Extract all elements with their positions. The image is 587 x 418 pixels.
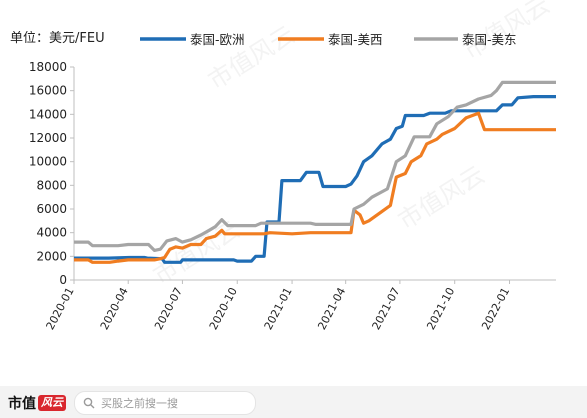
series-group xyxy=(74,80,556,264)
legend: 泰国-欧洲 泰国-美西 泰国-美东 xyxy=(140,32,517,47)
y-tick-label: 10000 xyxy=(29,155,67,169)
y-tick-label: 4000 xyxy=(36,226,67,240)
logo-mark: 风云 xyxy=(38,395,66,411)
chart-card: 市值风云 市值风云 市值风云 市值风云 单位：美元/FEU 泰国-欧洲 泰国-美… xyxy=(0,0,587,386)
x-axis: 2020-01 2020-04 2020-07 2020-10 2021-01 2021-… xyxy=(44,280,512,332)
y-tick-label: 12000 xyxy=(29,131,67,145)
search-placeholder: 买股之前搜一搜 xyxy=(101,397,178,410)
legend-label-thailand-us-west: 泰国-美西 xyxy=(328,32,383,47)
y-tick-label: 0 xyxy=(59,273,67,287)
unit-label: 单位：美元/FEU xyxy=(10,31,105,46)
footer-bar: 市值 风云 买股之前搜一搜 xyxy=(0,386,587,418)
x-tick-label: 2021-01 xyxy=(262,285,295,332)
y-tick-label: 14000 xyxy=(29,107,67,121)
freight-rate-chart: 市值风云 市值风云 市值风云 市值风云 单位：美元/FEU 泰国-欧洲 泰国-美… xyxy=(10,0,556,332)
y-tick-label: 6000 xyxy=(36,202,67,216)
search-icon xyxy=(83,397,95,409)
x-tick-label: 2022-01 xyxy=(479,285,512,332)
legend-label-thailand-us-east: 泰国-美东 xyxy=(462,32,517,47)
y-axis: 0 2000 4000 6000 8000 10000 12000 14000 16000 180… xyxy=(29,60,74,287)
logo-text: 市值 xyxy=(8,396,36,412)
y-tick-label: 2000 xyxy=(36,249,67,263)
y-tick-label: 16000 xyxy=(29,84,67,98)
x-tick-label: 2020-10 xyxy=(207,285,240,332)
series-line-thailand-us-east xyxy=(74,80,556,252)
x-tick-label: 2020-04 xyxy=(98,285,131,332)
x-tick-label: 2020-01 xyxy=(44,285,77,332)
series-line-thailand-us-west xyxy=(74,111,556,264)
series-line-thailand-europe xyxy=(74,95,556,264)
x-tick-label: 2020-07 xyxy=(152,285,185,332)
y-tick-label: 18000 xyxy=(29,60,67,74)
x-tick-label: 2021-10 xyxy=(424,285,457,332)
y-tick-label: 8000 xyxy=(36,178,67,192)
x-tick-label: 2021-04 xyxy=(315,285,348,332)
logo: 市值 风云 xyxy=(8,393,66,413)
x-tick-label: 2021-07 xyxy=(369,285,402,332)
search-box[interactable]: 买股之前搜一搜 xyxy=(74,391,256,415)
legend-label-thailand-europe: 泰国-欧洲 xyxy=(190,32,245,47)
